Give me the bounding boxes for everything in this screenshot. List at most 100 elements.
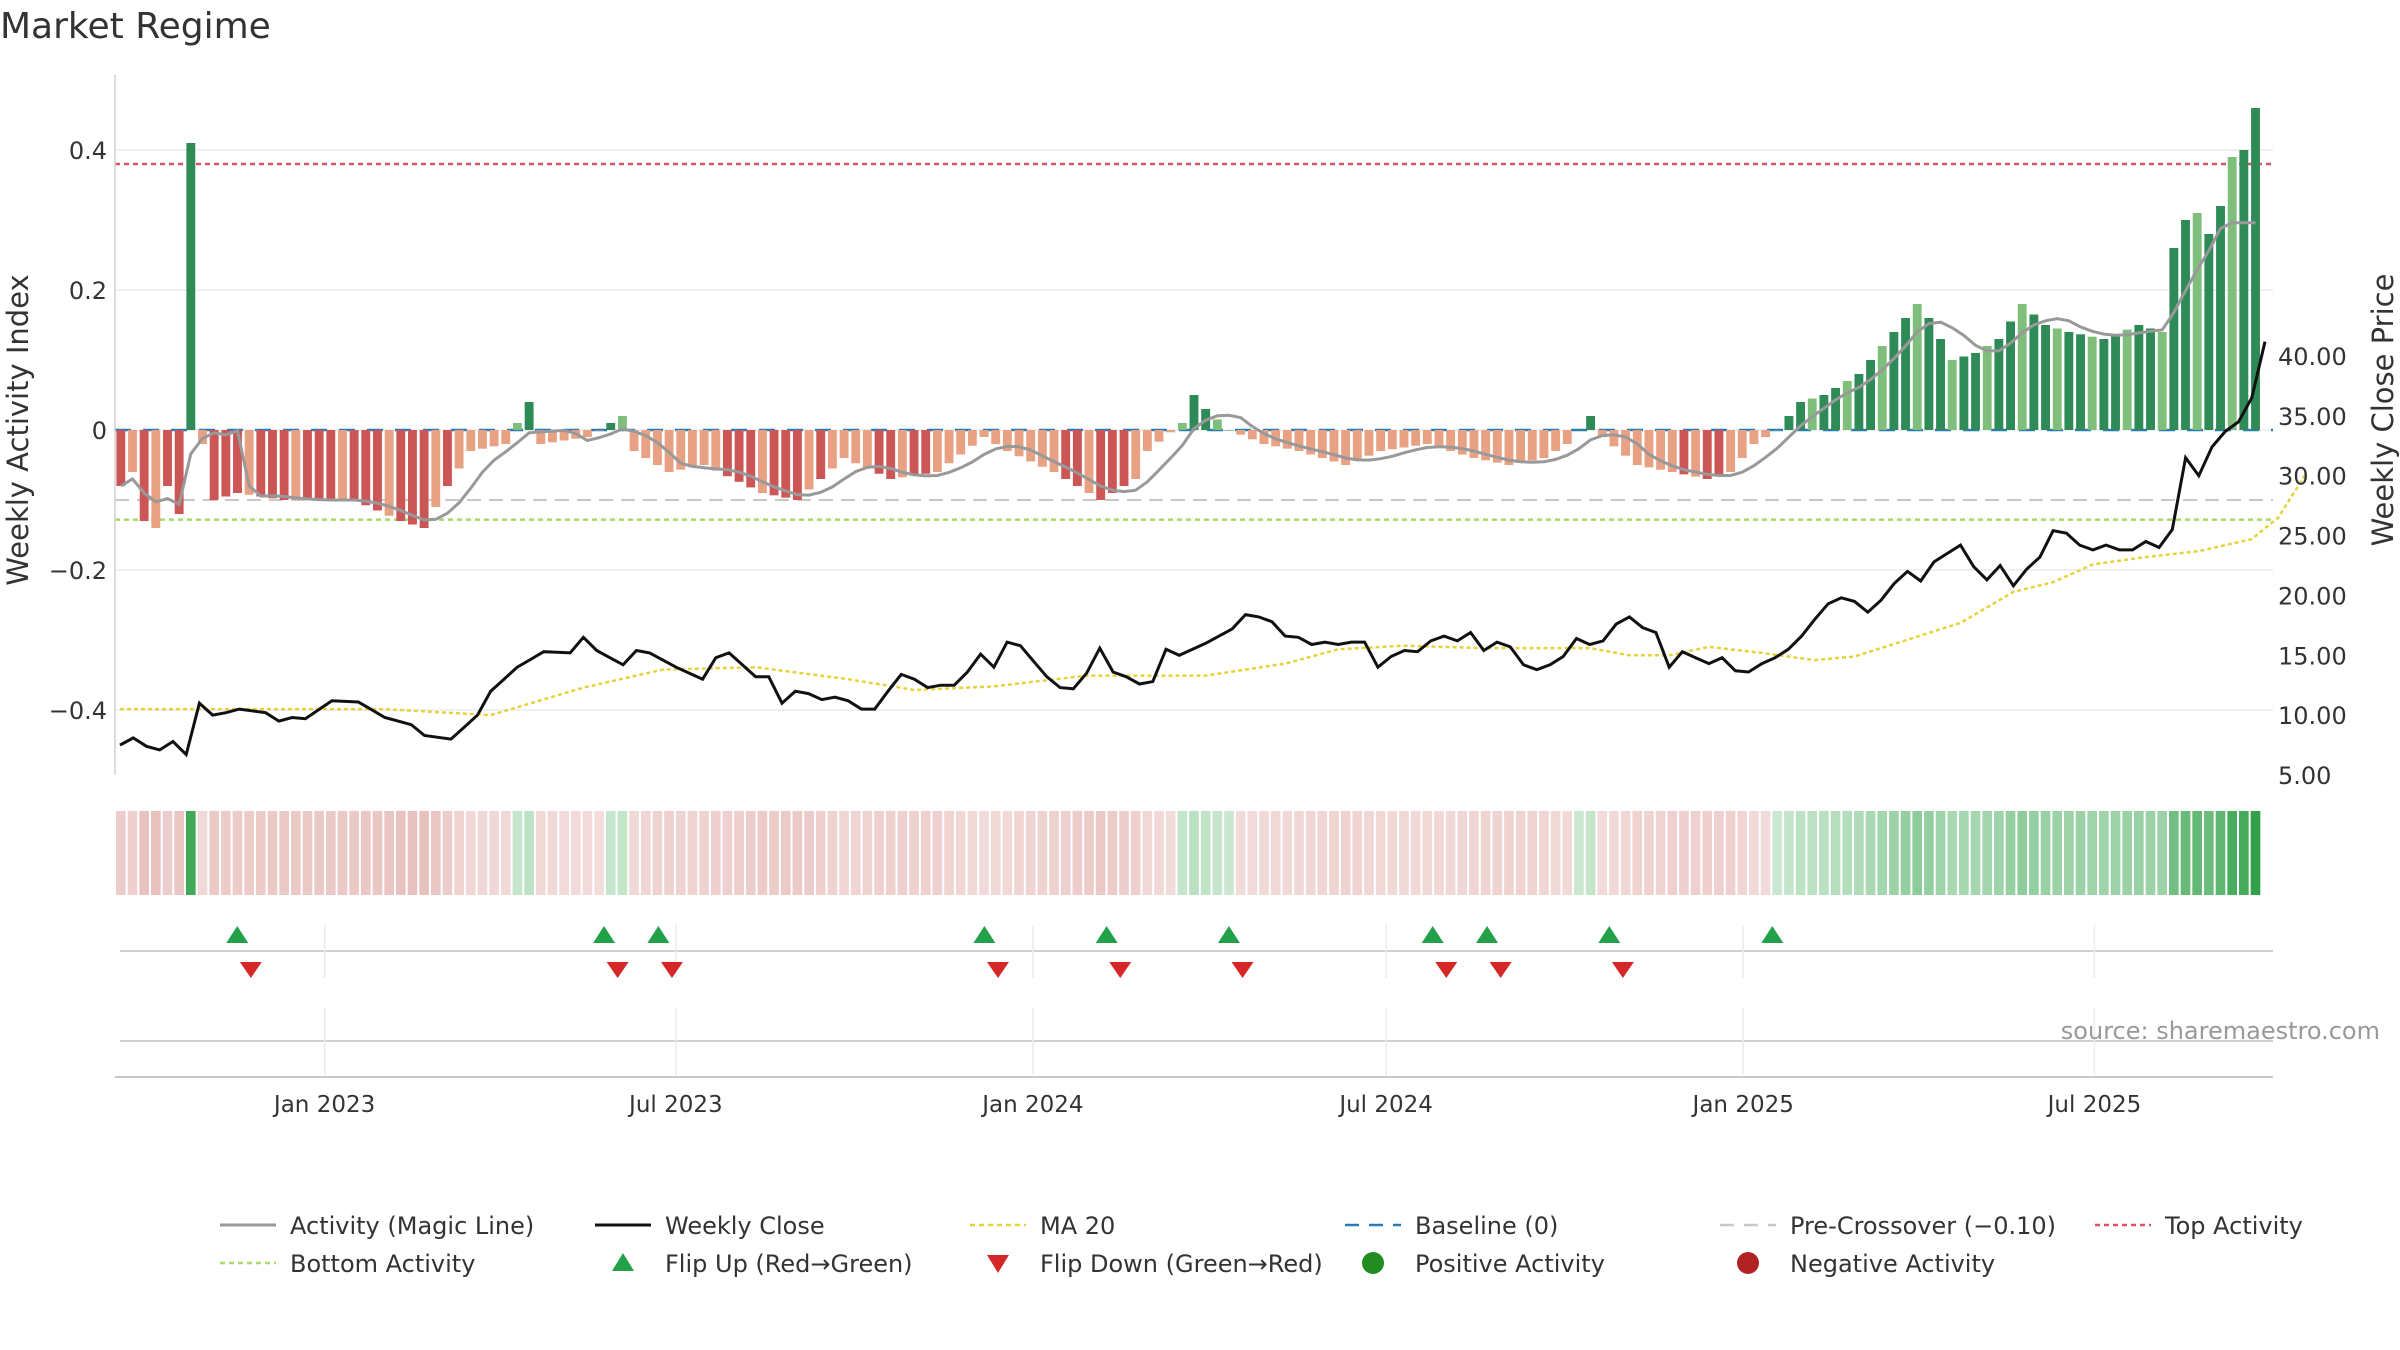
activity-bar bbox=[746, 430, 756, 488]
regime-strip-cell bbox=[1329, 811, 1339, 895]
regime-strip-cell bbox=[524, 811, 534, 895]
regime-strip-cell bbox=[629, 811, 639, 895]
activity-bar bbox=[338, 430, 347, 500]
activity-bar bbox=[221, 430, 231, 497]
regime-strip-cell bbox=[442, 811, 453, 895]
activity-bar bbox=[629, 430, 639, 451]
regime-strip-cell bbox=[687, 811, 698, 895]
activity-bar bbox=[2076, 334, 2085, 430]
activity-bar bbox=[1224, 430, 1234, 431]
activity-bar bbox=[886, 430, 896, 479]
y2-tick-label: 30.00 bbox=[2278, 463, 2347, 491]
regime-strip-cell bbox=[2180, 811, 2191, 895]
regime-strip-cell bbox=[710, 811, 721, 895]
activity-bar bbox=[1994, 339, 2004, 430]
regime-strip-cell bbox=[944, 811, 954, 895]
regime-strip-cell bbox=[2134, 811, 2144, 895]
regime-strip-cell bbox=[407, 811, 418, 895]
flip-up-marker bbox=[593, 926, 616, 943]
activity-bar bbox=[1749, 430, 1759, 444]
activity-bar bbox=[1971, 353, 1980, 430]
activity-bar bbox=[1026, 430, 1036, 462]
activity-bar bbox=[2006, 321, 2015, 430]
activity-bar bbox=[1049, 430, 1059, 472]
y2-tick-label: 25.00 bbox=[2278, 523, 2347, 551]
activity-bar bbox=[1084, 430, 1094, 493]
legend-item-magic[interactable]: Activity (Magic Line) bbox=[220, 1212, 534, 1240]
regime-strip-cell bbox=[990, 811, 1001, 895]
y2-tick-label: 5.00 bbox=[2278, 762, 2331, 790]
activity-bar bbox=[186, 143, 196, 430]
legend-item-flipup[interactable]: Flip Up (Red→Green) bbox=[612, 1250, 913, 1278]
regime-strip-cell bbox=[850, 811, 861, 895]
activity-bar bbox=[2134, 325, 2144, 430]
activity-bar bbox=[1877, 346, 1887, 430]
activity-bar bbox=[1959, 356, 1969, 430]
regime-strip-cell bbox=[2017, 811, 2028, 895]
regime-strip-cell bbox=[605, 811, 616, 895]
regime-strip-cell bbox=[2099, 811, 2109, 895]
source-label: source: sharemaestro.com bbox=[2061, 1017, 2380, 1045]
legend-item-neg[interactable]: Negative Activity bbox=[1737, 1250, 1995, 1278]
flip-up-marker bbox=[647, 926, 670, 943]
regime-strip-cell bbox=[2052, 811, 2063, 895]
regime-strip-cell bbox=[1072, 811, 1083, 895]
regime-strip-cell bbox=[2122, 811, 2133, 895]
activity-bar bbox=[1387, 430, 1397, 450]
regime-strip-cell bbox=[1959, 811, 1969, 895]
activity-bar bbox=[2087, 336, 2097, 430]
activity-bar bbox=[897, 430, 907, 478]
legend-item-top[interactable]: Top Activity bbox=[2095, 1212, 2303, 1240]
regime-strip-cell bbox=[1842, 811, 1853, 895]
legend-item-bottom[interactable]: Bottom Activity bbox=[220, 1250, 475, 1278]
activity-bar bbox=[2181, 220, 2190, 430]
regime-strip-cell bbox=[839, 811, 849, 895]
activity-bar bbox=[291, 430, 301, 500]
activity-bar bbox=[1854, 374, 1864, 430]
activity-bar bbox=[921, 430, 931, 474]
regime-strip-cell bbox=[2250, 811, 2261, 895]
regime-strip-cell bbox=[1784, 811, 1794, 895]
activity-bar bbox=[536, 430, 546, 444]
legend-item-pos[interactable]: Positive Activity bbox=[1362, 1250, 1605, 1278]
regime-strip-cell bbox=[594, 811, 604, 895]
activity-bar bbox=[1341, 430, 1351, 465]
regime-strip-cell bbox=[582, 811, 593, 895]
legend-item-precross[interactable]: Pre-Crossover (−0.10) bbox=[1720, 1212, 2056, 1240]
legend-item-close[interactable]: Weekly Close bbox=[595, 1212, 825, 1240]
regime-strip-cell bbox=[1037, 811, 1048, 895]
legend-swatch-flip-up bbox=[612, 1253, 634, 1271]
regime-strip-cell bbox=[2005, 811, 2016, 895]
flip-up-marker bbox=[1476, 926, 1499, 943]
legend-item-flipdown[interactable]: Flip Down (Green→Red) bbox=[987, 1250, 1323, 1278]
activity-bar bbox=[1551, 430, 1561, 451]
regime-strip-cell bbox=[1749, 811, 1759, 895]
regime-strip-cell bbox=[1539, 811, 1549, 895]
regime-strip-cell bbox=[209, 811, 219, 895]
legend-item-baseline[interactable]: Baseline (0) bbox=[1345, 1212, 1558, 1240]
regime-strip-cell bbox=[174, 811, 184, 895]
activity-bar bbox=[2052, 328, 2062, 430]
legend-label: Baseline (0) bbox=[1415, 1212, 1558, 1240]
activity-bar bbox=[1912, 304, 1922, 430]
activity-bar bbox=[1726, 430, 1736, 472]
activity-bar bbox=[2227, 157, 2237, 430]
activity-bar bbox=[582, 430, 592, 437]
regime-strip-cell bbox=[1434, 811, 1444, 895]
activity-bar bbox=[1306, 430, 1316, 455]
regime-strip-cell bbox=[1644, 811, 1654, 895]
activity-bar bbox=[1819, 395, 1829, 430]
legend-label: Bottom Activity bbox=[290, 1250, 475, 1278]
activity-bar bbox=[932, 430, 942, 472]
regime-strip-cell bbox=[1620, 811, 1631, 895]
flip-down-marker bbox=[1435, 962, 1458, 978]
activity-bar bbox=[2041, 325, 2050, 430]
regime-strip-cell bbox=[1025, 811, 1036, 895]
activity-bar bbox=[1119, 430, 1129, 486]
regime-strip-cell bbox=[1352, 811, 1363, 895]
regime-strip-cell bbox=[1889, 811, 1899, 895]
regime-strip-cell bbox=[1877, 811, 1888, 895]
legend-item-ma[interactable]: MA 20 bbox=[970, 1212, 1115, 1240]
regime-strip-cell bbox=[430, 811, 441, 895]
activity-bar bbox=[757, 430, 767, 493]
